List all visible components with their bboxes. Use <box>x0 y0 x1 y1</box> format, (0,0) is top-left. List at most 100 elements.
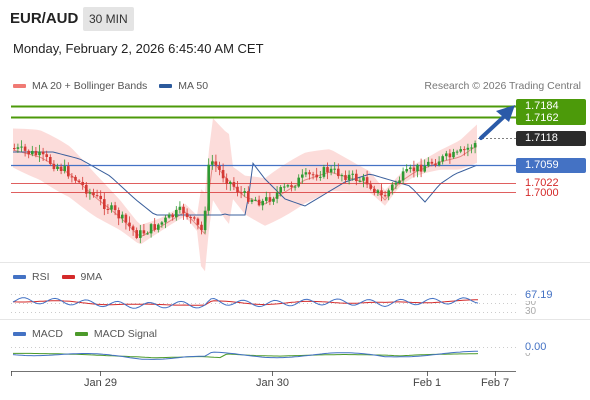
candle-body <box>99 195 102 200</box>
candle-body <box>239 192 243 194</box>
legend-label-ma50: MA 50 <box>178 80 209 92</box>
candle-body <box>160 222 164 225</box>
candle-body <box>41 151 45 155</box>
macd-value-label: 0.00 <box>525 341 549 353</box>
candle-body <box>70 176 74 178</box>
candle-body <box>34 150 38 156</box>
price-label-last: 1.7118 <box>516 131 586 146</box>
candle-body <box>196 218 200 225</box>
candle-body <box>59 166 63 171</box>
x-axis-label-jan30: Jan 30 <box>256 377 290 389</box>
candle-body <box>92 192 95 196</box>
candle-body <box>369 184 372 189</box>
candle-body <box>207 164 210 211</box>
macd-legend: MACD MACD Signal <box>13 328 169 340</box>
candle-body <box>373 188 376 193</box>
candle-body <box>322 167 326 177</box>
candle-body <box>218 165 221 170</box>
price-label-target-1: 1.7184 <box>516 99 586 114</box>
candle-body <box>383 195 387 197</box>
candle-body <box>351 173 354 175</box>
candle-body <box>394 182 398 185</box>
candle-body <box>387 190 390 197</box>
candle-body <box>214 161 218 166</box>
candle-body <box>272 198 275 202</box>
ma20-swatch <box>13 84 26 88</box>
candle-body <box>229 182 232 184</box>
candle-body <box>23 146 27 151</box>
candle-body <box>257 199 261 206</box>
candle-body <box>185 213 189 218</box>
candle-body <box>427 161 430 166</box>
candle-body <box>419 164 423 172</box>
candle-body <box>275 192 279 199</box>
candle-body <box>221 169 225 179</box>
candle-body <box>463 149 466 151</box>
candle-body <box>301 174 304 178</box>
candle-body <box>344 175 347 180</box>
candle-body <box>358 180 362 182</box>
candle-body <box>434 163 437 166</box>
candle-body <box>452 151 455 158</box>
candle-body <box>319 176 322 178</box>
legend-item-macd: MACD <box>13 328 63 340</box>
candle-body <box>391 184 394 191</box>
candle-body <box>211 161 214 165</box>
candle-body <box>247 191 250 202</box>
legend-item-macd-signal: MACD Signal <box>74 328 157 340</box>
candle-body <box>171 214 174 218</box>
candle-body <box>124 214 128 223</box>
candle-body <box>232 182 236 187</box>
timeframe-button[interactable]: 30 MIN <box>83 7 134 31</box>
candle-body <box>85 184 88 194</box>
candles <box>13 140 477 244</box>
price-label-support-1: 1.7022 <box>525 177 559 189</box>
symbol-title: EUR/AUD <box>10 10 79 27</box>
candle-body <box>437 161 441 166</box>
candle-body <box>95 195 99 197</box>
legend-item-9ma: 9MA <box>61 271 103 283</box>
candle-body <box>326 167 329 173</box>
candle-body <box>38 151 41 156</box>
candle-body <box>189 217 192 219</box>
candle-body <box>329 168 333 173</box>
rsi-swatch <box>13 275 26 279</box>
legend-label-9ma: 9MA <box>80 271 103 283</box>
rsi-line <box>12 297 479 309</box>
candle-body <box>416 164 419 172</box>
candle-body <box>423 165 426 172</box>
candle-body <box>311 174 315 176</box>
candle-body <box>110 205 113 210</box>
candle-body <box>56 166 59 170</box>
candle-body <box>139 230 142 238</box>
candle-body <box>149 224 153 234</box>
candle-body <box>362 177 365 181</box>
candle-body <box>88 192 92 194</box>
candle-body <box>52 163 56 170</box>
legend-label-rsi: RSI <box>32 271 50 283</box>
candle-body <box>243 191 246 193</box>
candle-body <box>178 206 182 210</box>
candle-body <box>225 178 228 184</box>
legend-item-rsi: RSI <box>13 271 50 283</box>
candle-body <box>380 190 383 196</box>
candle-body <box>45 154 48 157</box>
candle-body <box>455 151 459 153</box>
candle-body <box>333 168 336 170</box>
candle-body <box>347 174 351 180</box>
candle-body <box>203 210 207 231</box>
candle-body <box>441 156 444 162</box>
candle-body <box>401 171 405 181</box>
datetime-label: Monday, February 2, 2026 6:45:40 AM CET <box>13 41 264 56</box>
candle-body <box>103 199 106 209</box>
candle-body <box>193 217 196 219</box>
candle-body <box>250 199 254 202</box>
candle-body <box>355 173 358 182</box>
rsi-legend: RSI 9MA <box>13 271 114 283</box>
candle-body <box>81 181 84 185</box>
candle-body <box>297 177 300 187</box>
candle-body <box>412 167 416 172</box>
macd-line <box>12 350 478 360</box>
candle-body <box>265 197 268 201</box>
